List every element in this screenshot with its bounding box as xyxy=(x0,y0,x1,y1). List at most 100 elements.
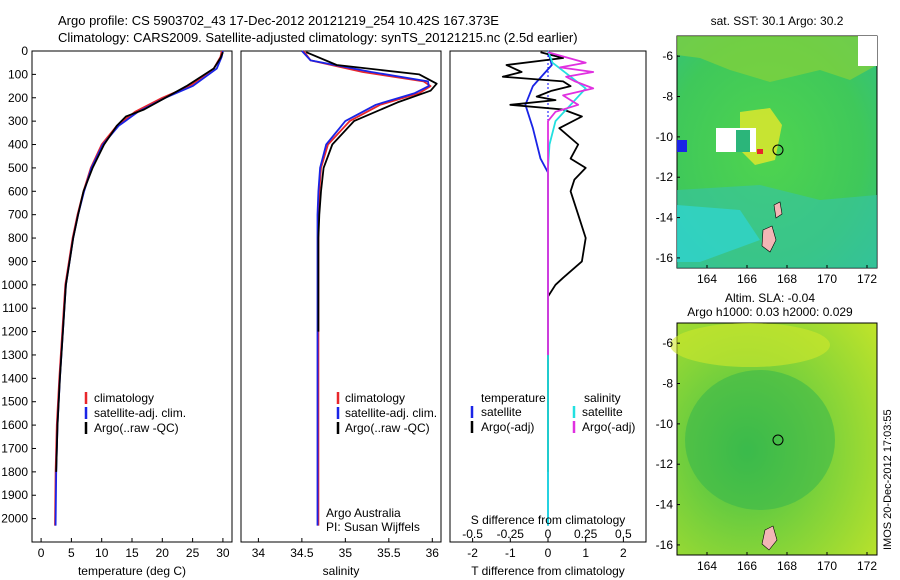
sla-map-title-2: Argo h1000: 0.03 h2000: 0.029 xyxy=(687,305,853,319)
y-tick-label: 1400 xyxy=(1,371,28,385)
legend-argo: Argo(..raw -QC) xyxy=(94,421,179,435)
y-tick-label: 100 xyxy=(8,67,28,81)
y-tick-label: 500 xyxy=(8,161,28,175)
difference-panel: -2 -1 0 1 2 temperature salinity satellite A… xyxy=(449,50,647,578)
x-tick-label: 15 xyxy=(125,546,139,560)
x-tick-label: 5 xyxy=(68,546,75,560)
y-tick-label: 800 xyxy=(8,231,28,245)
y-tick-label: 1100 xyxy=(2,301,28,315)
lat-tick-label: -12 xyxy=(656,457,674,471)
difference-xlabel-temperature: T difference from climatology xyxy=(471,564,625,578)
legend-header-salinity: salinity xyxy=(584,391,621,405)
lon-tick-label: 168 xyxy=(777,272,797,286)
sla-low-patch xyxy=(685,370,835,510)
legend-t-argo: Argo(-adj) xyxy=(481,420,534,434)
lat-tick-label: -14 xyxy=(656,498,674,512)
lat-tick-label: -8 xyxy=(662,377,673,391)
sla-map-title-1: Altim. SLA: -0.04 xyxy=(725,291,815,305)
series-line-argo-raw-qc- xyxy=(305,51,438,332)
sla-map: Altim. SLA: -0.04 Argo h1000: 0.03 h2000… xyxy=(656,291,878,573)
difference-xlabel-salinity: S difference from climatology xyxy=(471,513,626,527)
x2-tick-label: 0.25 xyxy=(574,527,598,541)
island-icon xyxy=(761,525,778,551)
sst-missing-data-corner xyxy=(858,36,877,66)
lon-tick-label: 166 xyxy=(737,272,757,286)
series-line-argo-raw-qc- xyxy=(55,51,224,472)
sst-warm-patch xyxy=(677,36,877,82)
y-tick-label: 600 xyxy=(8,184,28,198)
x-tick-label: 35.5 xyxy=(377,546,401,560)
island-icon xyxy=(773,201,783,219)
x-tick-label: 35 xyxy=(339,546,353,560)
y-tick-label: 1000 xyxy=(1,278,28,292)
y-tick-label: 300 xyxy=(8,114,28,128)
y-tick-label: 1200 xyxy=(1,325,28,339)
y-tick-label: 200 xyxy=(8,91,28,105)
sst-pixel xyxy=(757,149,763,154)
legend-s-satellite: satellite xyxy=(582,405,623,419)
series-line-satellite-adj-clim- xyxy=(301,50,430,526)
x-tick-label: 2 xyxy=(620,546,627,560)
x-tick-label: 0 xyxy=(38,546,45,560)
lon-tick-label: 166 xyxy=(737,559,757,573)
credit-pi: PI: Susan Wijffels xyxy=(326,520,420,534)
y-tick-label: 1700 xyxy=(1,441,28,455)
lon-tick-label: 170 xyxy=(817,272,837,286)
y-tick-label: 700 xyxy=(8,208,28,222)
sst-map-title: sat. SST: 30.1 Argo: 30.2 xyxy=(711,14,844,28)
x2-tick-label: 0 xyxy=(545,527,552,541)
lat-tick-label: -16 xyxy=(656,538,674,552)
x-tick-label: 36 xyxy=(426,546,440,560)
legend-t-satellite: satellite xyxy=(481,405,522,419)
legend-header-temperature: temperature xyxy=(481,391,546,405)
salinity-xlabel: salinity xyxy=(323,564,360,578)
temperature-lines xyxy=(54,50,224,526)
depth-axis: 0 100 200 300 400 500 600 700 800 900 1000 1100 1200… xyxy=(1,44,36,526)
sst-cyan-patch xyxy=(677,205,760,262)
x-tick-label: 0 xyxy=(545,546,552,560)
timestamp-stamp: IMOS 20-Dec-2012 17:03:55 xyxy=(880,370,894,550)
x2-tick-label: -0.5 xyxy=(462,527,483,541)
x2-tick-label: -0.25 xyxy=(497,527,525,541)
salinity-panel: 34 34.5 35 35.5 36 climatology satellite-adj… xyxy=(240,50,442,578)
y-tick-label: 1300 xyxy=(1,348,28,362)
x2-tick-label: 0.5 xyxy=(615,527,632,541)
lat-tick-label: -10 xyxy=(656,417,674,431)
x-tick-label: 25 xyxy=(186,546,200,560)
lon-tick-label: 170 xyxy=(817,559,837,573)
sst-map: sat. SST: 30.1 Argo: 30.2 164 166 168 170 17… xyxy=(656,14,878,286)
salinity-x-axis: 34 34.5 35 35.5 36 xyxy=(252,538,440,560)
island-icon xyxy=(761,225,777,253)
lat-tick-label: -12 xyxy=(656,170,674,184)
temperature-legend: climatology satellite-adj. clim. Argo(..… xyxy=(84,391,186,435)
salinity-lines xyxy=(301,50,438,526)
difference-lines xyxy=(501,50,595,526)
lat-tick-label: -10 xyxy=(656,130,674,144)
lat-tick-label: -14 xyxy=(656,211,674,225)
series-line-argo-adj- xyxy=(547,51,595,355)
x-tick-label: 10 xyxy=(95,546,109,560)
y-tick-label: 400 xyxy=(8,138,28,152)
sla-map-axes: 164 166 168 170 172 -6 -8 -10 -12 -14 -16 xyxy=(656,336,878,573)
sst-map-axes: 164 166 168 170 172 -6 -8 -10 -12 -14 -16 xyxy=(656,49,878,286)
temperature-panel: 0100200300400500600700800900100011001200… xyxy=(1,44,233,578)
lon-tick-label: 164 xyxy=(697,272,717,286)
float-location-marker xyxy=(772,434,784,446)
legend-s-argo: Argo(-adj) xyxy=(582,420,635,434)
salinity-difference-ticks: -0.5 -0.25 0 0.25 0.5 xyxy=(462,527,632,541)
y-tick-label: 1500 xyxy=(1,395,28,409)
lat-tick-label: -16 xyxy=(656,251,674,265)
float-location-marker xyxy=(772,144,784,156)
x-tick-label: 1 xyxy=(582,546,589,560)
lat-tick-label: -6 xyxy=(662,336,673,350)
series-line-argo-adj- xyxy=(501,51,587,472)
sla-high-patch xyxy=(670,323,830,367)
y-tick-label: 1600 xyxy=(1,418,28,432)
y-tick-label: 2000 xyxy=(1,512,28,526)
header-line-2: Climatology: CARS2009. Satellite-adjuste… xyxy=(58,30,578,45)
difference-x-axis: -2 -1 0 1 2 xyxy=(467,538,627,560)
lat-tick-label: -6 xyxy=(662,49,673,63)
x-tick-label: -1 xyxy=(505,546,516,560)
sst-pixel xyxy=(736,130,750,152)
y-tick-label: 0 xyxy=(21,44,28,58)
